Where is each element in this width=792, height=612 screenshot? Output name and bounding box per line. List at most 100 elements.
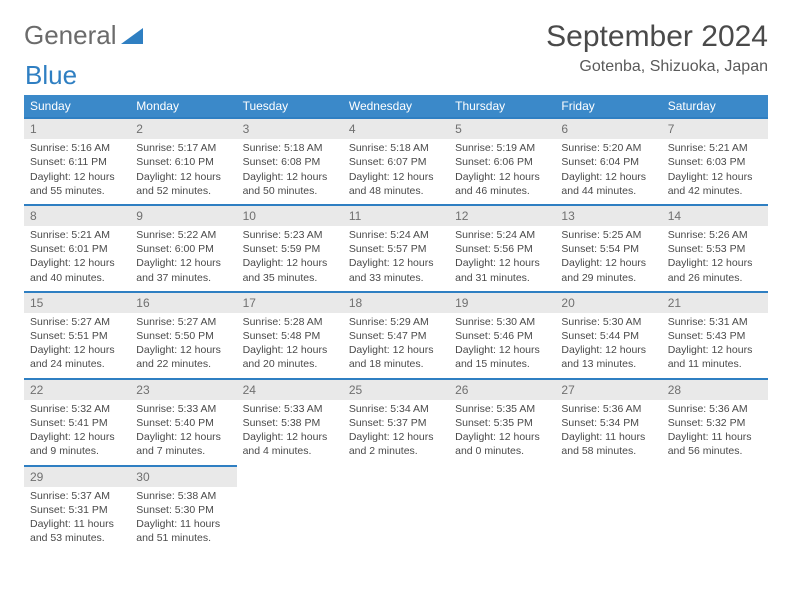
weekday-header: Wednesday (343, 95, 449, 118)
calendar-week: 1Sunrise: 5:16 AMSunset: 6:11 PMDaylight… (24, 118, 768, 205)
day-number: 13 (555, 206, 661, 226)
day-number: 3 (237, 119, 343, 139)
logo-triangle-icon (121, 26, 149, 46)
logo: General (24, 20, 149, 51)
day-number: 12 (449, 206, 555, 226)
calendar-day: 11Sunrise: 5:24 AMSunset: 5:57 PMDayligh… (343, 205, 449, 292)
calendar-day: 3Sunrise: 5:18 AMSunset: 6:08 PMDaylight… (237, 118, 343, 205)
day-details: Sunrise: 5:30 AMSunset: 5:46 PMDaylight:… (449, 313, 555, 378)
day-number: 17 (237, 293, 343, 313)
day-number: 10 (237, 206, 343, 226)
day-details: Sunrise: 5:36 AMSunset: 5:34 PMDaylight:… (555, 400, 661, 465)
day-number: 15 (24, 293, 130, 313)
day-number: 2 (130, 119, 236, 139)
day-number: 19 (449, 293, 555, 313)
day-details: Sunrise: 5:37 AMSunset: 5:31 PMDaylight:… (24, 487, 130, 552)
day-details: Sunrise: 5:27 AMSunset: 5:51 PMDaylight:… (24, 313, 130, 378)
calendar-day: 8Sunrise: 5:21 AMSunset: 6:01 PMDaylight… (24, 205, 130, 292)
day-number: 29 (24, 467, 130, 487)
calendar-day: 2Sunrise: 5:17 AMSunset: 6:10 PMDaylight… (130, 118, 236, 205)
calendar-day: 10Sunrise: 5:23 AMSunset: 5:59 PMDayligh… (237, 205, 343, 292)
calendar-empty (449, 466, 555, 552)
day-details: Sunrise: 5:23 AMSunset: 5:59 PMDaylight:… (237, 226, 343, 291)
calendar-day: 25Sunrise: 5:34 AMSunset: 5:37 PMDayligh… (343, 379, 449, 466)
calendar-day: 28Sunrise: 5:36 AMSunset: 5:32 PMDayligh… (662, 379, 768, 466)
calendar-day: 7Sunrise: 5:21 AMSunset: 6:03 PMDaylight… (662, 118, 768, 205)
calendar-week: 15Sunrise: 5:27 AMSunset: 5:51 PMDayligh… (24, 292, 768, 379)
day-details: Sunrise: 5:35 AMSunset: 5:35 PMDaylight:… (449, 400, 555, 465)
day-number: 27 (555, 380, 661, 400)
day-details: Sunrise: 5:17 AMSunset: 6:10 PMDaylight:… (130, 139, 236, 204)
calendar-day: 23Sunrise: 5:33 AMSunset: 5:40 PMDayligh… (130, 379, 236, 466)
calendar-day: 1Sunrise: 5:16 AMSunset: 6:11 PMDaylight… (24, 118, 130, 205)
calendar-table: SundayMondayTuesdayWednesdayThursdayFrid… (24, 95, 768, 552)
day-number: 14 (662, 206, 768, 226)
calendar-day: 26Sunrise: 5:35 AMSunset: 5:35 PMDayligh… (449, 379, 555, 466)
month-title: September 2024 (546, 20, 768, 54)
day-details: Sunrise: 5:24 AMSunset: 5:56 PMDaylight:… (449, 226, 555, 291)
calendar-day: 5Sunrise: 5:19 AMSunset: 6:06 PMDaylight… (449, 118, 555, 205)
day-number: 26 (449, 380, 555, 400)
calendar-day: 18Sunrise: 5:29 AMSunset: 5:47 PMDayligh… (343, 292, 449, 379)
calendar-day: 20Sunrise: 5:30 AMSunset: 5:44 PMDayligh… (555, 292, 661, 379)
day-details: Sunrise: 5:21 AMSunset: 6:01 PMDaylight:… (24, 226, 130, 291)
day-number: 8 (24, 206, 130, 226)
day-details: Sunrise: 5:30 AMSunset: 5:44 PMDaylight:… (555, 313, 661, 378)
day-number: 1 (24, 119, 130, 139)
calendar-day: 29Sunrise: 5:37 AMSunset: 5:31 PMDayligh… (24, 466, 130, 552)
calendar-empty (343, 466, 449, 552)
calendar-day: 12Sunrise: 5:24 AMSunset: 5:56 PMDayligh… (449, 205, 555, 292)
weekday-header-row: SundayMondayTuesdayWednesdayThursdayFrid… (24, 95, 768, 118)
day-number: 30 (130, 467, 236, 487)
day-details: Sunrise: 5:26 AMSunset: 5:53 PMDaylight:… (662, 226, 768, 291)
calendar-week: 22Sunrise: 5:32 AMSunset: 5:41 PMDayligh… (24, 379, 768, 466)
day-number: 21 (662, 293, 768, 313)
day-details: Sunrise: 5:33 AMSunset: 5:38 PMDaylight:… (237, 400, 343, 465)
logo-text-1: General (24, 20, 117, 51)
day-details: Sunrise: 5:36 AMSunset: 5:32 PMDaylight:… (662, 400, 768, 465)
day-number: 6 (555, 119, 661, 139)
day-details: Sunrise: 5:33 AMSunset: 5:40 PMDaylight:… (130, 400, 236, 465)
calendar-day: 4Sunrise: 5:18 AMSunset: 6:07 PMDaylight… (343, 118, 449, 205)
day-number: 11 (343, 206, 449, 226)
day-details: Sunrise: 5:31 AMSunset: 5:43 PMDaylight:… (662, 313, 768, 378)
day-details: Sunrise: 5:29 AMSunset: 5:47 PMDaylight:… (343, 313, 449, 378)
day-number: 24 (237, 380, 343, 400)
weekday-header: Sunday (24, 95, 130, 118)
calendar-day: 21Sunrise: 5:31 AMSunset: 5:43 PMDayligh… (662, 292, 768, 379)
calendar-day: 22Sunrise: 5:32 AMSunset: 5:41 PMDayligh… (24, 379, 130, 466)
day-details: Sunrise: 5:16 AMSunset: 6:11 PMDaylight:… (24, 139, 130, 204)
day-number: 20 (555, 293, 661, 313)
calendar-day: 30Sunrise: 5:38 AMSunset: 5:30 PMDayligh… (130, 466, 236, 552)
day-details: Sunrise: 5:18 AMSunset: 6:08 PMDaylight:… (237, 139, 343, 204)
day-details: Sunrise: 5:20 AMSunset: 6:04 PMDaylight:… (555, 139, 661, 204)
calendar-empty (555, 466, 661, 552)
day-details: Sunrise: 5:28 AMSunset: 5:48 PMDaylight:… (237, 313, 343, 378)
day-number: 28 (662, 380, 768, 400)
calendar-day: 16Sunrise: 5:27 AMSunset: 5:50 PMDayligh… (130, 292, 236, 379)
calendar-day: 19Sunrise: 5:30 AMSunset: 5:46 PMDayligh… (449, 292, 555, 379)
calendar-day: 6Sunrise: 5:20 AMSunset: 6:04 PMDaylight… (555, 118, 661, 205)
calendar-day: 27Sunrise: 5:36 AMSunset: 5:34 PMDayligh… (555, 379, 661, 466)
day-number: 4 (343, 119, 449, 139)
day-details: Sunrise: 5:21 AMSunset: 6:03 PMDaylight:… (662, 139, 768, 204)
day-details: Sunrise: 5:24 AMSunset: 5:57 PMDaylight:… (343, 226, 449, 291)
calendar-week: 29Sunrise: 5:37 AMSunset: 5:31 PMDayligh… (24, 466, 768, 552)
day-number: 7 (662, 119, 768, 139)
day-details: Sunrise: 5:19 AMSunset: 6:06 PMDaylight:… (449, 139, 555, 204)
day-details: Sunrise: 5:25 AMSunset: 5:54 PMDaylight:… (555, 226, 661, 291)
day-details: Sunrise: 5:34 AMSunset: 5:37 PMDaylight:… (343, 400, 449, 465)
weekday-header: Tuesday (237, 95, 343, 118)
day-number: 23 (130, 380, 236, 400)
day-details: Sunrise: 5:27 AMSunset: 5:50 PMDaylight:… (130, 313, 236, 378)
day-details: Sunrise: 5:18 AMSunset: 6:07 PMDaylight:… (343, 139, 449, 204)
day-number: 18 (343, 293, 449, 313)
calendar-empty (662, 466, 768, 552)
calendar-body: 1Sunrise: 5:16 AMSunset: 6:11 PMDaylight… (24, 118, 768, 552)
calendar-day: 15Sunrise: 5:27 AMSunset: 5:51 PMDayligh… (24, 292, 130, 379)
weekday-header: Friday (555, 95, 661, 118)
calendar-empty (237, 466, 343, 552)
weekday-header: Saturday (662, 95, 768, 118)
weekday-header: Thursday (449, 95, 555, 118)
day-details: Sunrise: 5:38 AMSunset: 5:30 PMDaylight:… (130, 487, 236, 552)
